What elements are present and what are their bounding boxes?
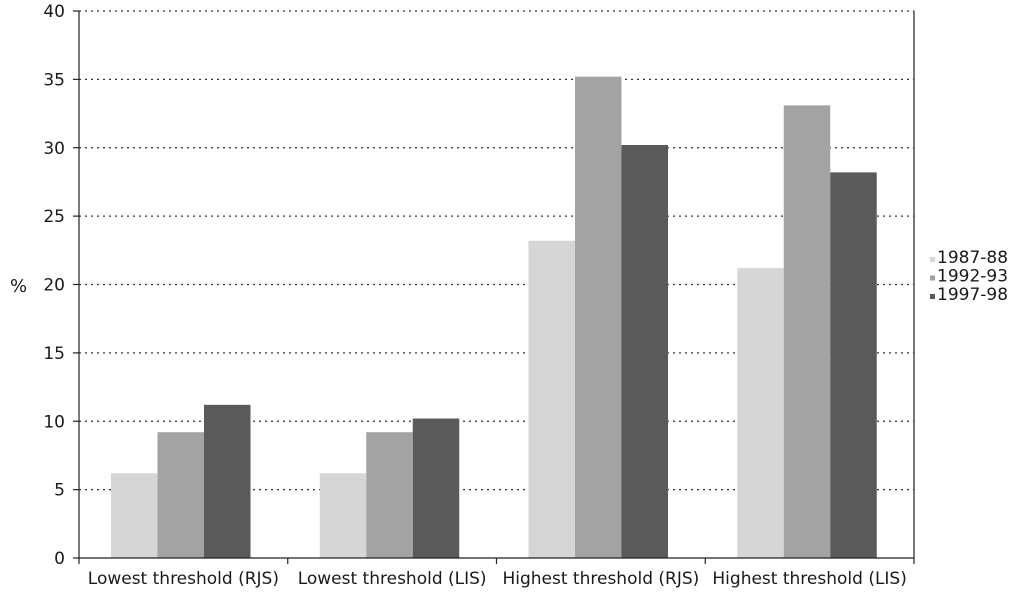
bar-1987-88-4 xyxy=(737,268,784,558)
bar-1997-98-3 xyxy=(621,145,668,558)
x-category-labels: Lowest threshold (RJS) Lowest threshold (… xyxy=(78,558,915,589)
bar-1997-98-4 xyxy=(830,172,877,559)
y-tick-label: 40 xyxy=(43,2,65,22)
legend-swatch xyxy=(930,275,935,281)
x-category-label: Lowest threshold (LIS) xyxy=(298,569,487,589)
bar-1987-88-1 xyxy=(111,473,158,558)
legend-label: 1992-93 xyxy=(937,267,1008,287)
x-category-label: Lowest threshold (RJS) xyxy=(88,569,279,589)
bar-1987-88-3 xyxy=(528,240,575,559)
legend-swatch xyxy=(930,257,935,262)
bar-1992-93-4 xyxy=(783,105,831,559)
y-tick-label: 15 xyxy=(43,344,65,364)
y-tick-label: 20 xyxy=(43,276,65,296)
bar-1992-93-2 xyxy=(366,432,413,558)
legend-label: 1987-88 xyxy=(937,248,1008,268)
y-tick-label: 10 xyxy=(43,412,65,432)
x-category-label: Highest threshold (RJS) xyxy=(502,569,699,589)
bar-1997-98-2 xyxy=(412,418,460,558)
y-axis-label: % xyxy=(10,276,27,297)
bar-1992-93-1 xyxy=(157,432,204,558)
bars xyxy=(111,76,877,559)
bar-1992-93-3 xyxy=(575,76,622,558)
y-tick-labels: 0 5 10 15 20 25 30 35 40 xyxy=(43,2,79,569)
legend-label: 1997-98 xyxy=(937,285,1008,305)
y-tick-label: 25 xyxy=(43,207,65,227)
y-tick-label: 35 xyxy=(43,70,65,90)
bar-1987-88-2 xyxy=(319,473,367,558)
y-tick-label: 0 xyxy=(54,549,65,569)
x-category-label: Highest threshold (LIS) xyxy=(712,569,906,589)
y-tick-label: 5 xyxy=(54,481,65,501)
legend-swatch xyxy=(930,294,935,299)
bar-1997-98-1 xyxy=(204,404,251,558)
y-tick-label: 30 xyxy=(43,139,65,159)
